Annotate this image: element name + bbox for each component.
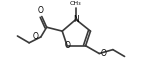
Text: CH₃: CH₃: [70, 1, 82, 6]
Text: N: N: [73, 15, 79, 24]
Text: O: O: [64, 41, 70, 50]
Text: O: O: [100, 49, 106, 58]
Text: O: O: [33, 32, 39, 41]
Text: O: O: [38, 6, 44, 15]
